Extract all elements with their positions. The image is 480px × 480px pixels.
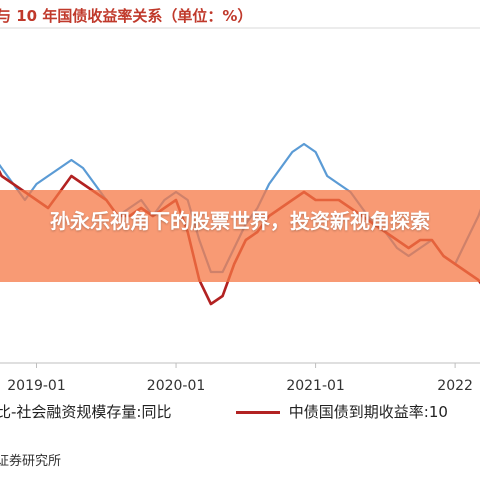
overlay-headline: 孙永乐视角下的股票世界，投资新视角探索 <box>50 209 430 233</box>
legend-item-series2: 中债国债到期收益率:10 <box>236 401 448 422</box>
legend-swatch-series2 <box>236 411 280 414</box>
x-tick-label: 2022 <box>437 378 473 394</box>
source-note: 证券研究所 <box>0 454 62 469</box>
x-axis-ticks: 2019-01 2020-01 2021-01 2022 <box>7 363 473 394</box>
legend-item-series1: 比-社会融资规模存量:同比 <box>0 401 171 422</box>
chart-title: 与 10 年国债收益率关系（单位：%） <box>0 7 253 25</box>
x-tick-label: 2021-01 <box>286 378 345 394</box>
x-tick-label: 2020-01 <box>147 378 206 394</box>
overlay-banner <box>0 190 480 282</box>
chart-legend: 比-社会融资规模存量:同比 中债国债到期收益率:10 <box>0 401 480 423</box>
x-tick-label: 2019-01 <box>7 378 66 394</box>
legend-label-series1: 比-社会融资规模存量:同比 <box>0 403 172 421</box>
legend-label-series2: 中债国债到期收益率:10 <box>288 403 448 421</box>
